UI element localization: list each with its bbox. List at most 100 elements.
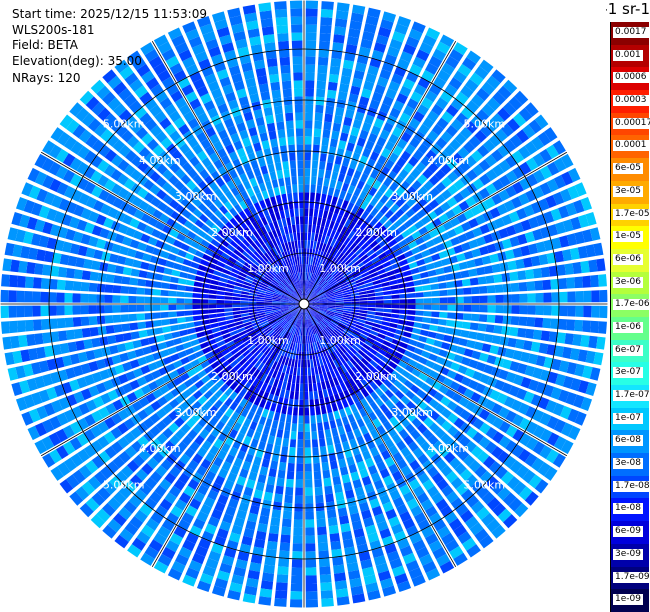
range-gate-cell: [218, 282, 227, 287]
colorbar-title: m-1 sr-1: [606, 0, 650, 18]
range-gate-cell: [572, 262, 581, 274]
range-gate-cell: [160, 297, 168, 303]
range-gate-cell: [9, 290, 17, 302]
range-gate-cell: [198, 337, 207, 344]
range-gate-cell: [298, 184, 303, 192]
range-gate-cell: [286, 382, 291, 390]
range-gate-cell: [217, 286, 225, 291]
range-gate-cell: [426, 263, 435, 270]
range-gate-cell: [320, 153, 327, 162]
range-gate-cell: [72, 305, 80, 314]
range-gate-cell: [115, 334, 124, 343]
range-gate-cell: [264, 302, 272, 304]
range-gate-cell: [129, 314, 138, 322]
range-gate-cell: [335, 18, 347, 27]
start-time-text: Start time: 2025/12/15 11:53:09: [12, 6, 207, 22]
range-gate-cell: [186, 280, 195, 286]
range-gate-cell: [295, 391, 299, 399]
range-gate-cell: [519, 294, 527, 303]
range-gate-cell: [260, 433, 268, 442]
range-gate-cell: [415, 292, 423, 297]
range-gate-cell: [306, 591, 318, 599]
range-gate-cell: [41, 319, 50, 330]
range-gate-cell: [316, 225, 320, 233]
range-gate-cell: [447, 312, 455, 319]
range-gate-cell: [81, 317, 90, 326]
range-gate-cell: [267, 58, 278, 67]
range-gate-cell: [314, 233, 318, 241]
range-gate-cell: [567, 306, 575, 317]
range-gate-cell: [295, 216, 299, 224]
range-gate-cell: [326, 162, 333, 171]
range-gate-cell: [433, 340, 442, 348]
range-gate-cell: [279, 462, 287, 471]
range-gate-cell: [260, 91, 270, 100]
range-gate-cell: [301, 352, 303, 360]
range-gate-cell: [248, 307, 256, 310]
range-gate-cell: [305, 543, 315, 551]
range-gate-cell: [265, 198, 272, 207]
range-gate-cell: [290, 9, 302, 17]
range-gate-cell: [307, 360, 310, 368]
range-gate-cell: [367, 289, 375, 293]
range-gate-cell: [311, 184, 316, 192]
range-gate-cell: [26, 262, 35, 274]
range-gate-cell: [272, 509, 282, 518]
range-gate-cell: [289, 233, 293, 241]
range-gate-cell: [40, 306, 48, 317]
range-gate-cell: [323, 210, 328, 219]
range-gate-cell: [407, 287, 415, 292]
range-gate-cell: [72, 293, 80, 302]
range-gate-cell: [399, 288, 407, 293]
range-gate-cell: [64, 305, 72, 315]
range-gate-cell: [137, 287, 145, 294]
range-gate-cell: [322, 413, 328, 422]
range-gate-cell: [305, 200, 309, 208]
range-gate-cell: [470, 278, 479, 286]
range-gate-cell: [309, 351, 312, 359]
range-gate-cell: [317, 519, 326, 528]
range-gate-cell: [400, 299, 408, 303]
range-gate-cell: [307, 240, 310, 248]
range-gate-cell: [406, 321, 415, 327]
range-gate-cell: [431, 291, 439, 297]
range-gate-cell: [190, 262, 199, 269]
range-gate-cell: [17, 320, 26, 332]
range-gate-cell: [282, 381, 287, 390]
colorbar-tick-label: 3e-07: [613, 367, 643, 378]
range-gate-cell: [440, 305, 448, 311]
range-gate-cell: [304, 360, 307, 368]
range-grid: [1, 1, 608, 608]
colorbar-tick-label: 3e-09: [613, 549, 643, 560]
range-gate-cell: [281, 406, 287, 415]
range-gate-cell: [533, 330, 542, 340]
range-gate-cell: [260, 466, 269, 475]
colorbar-level: 0.0006: [610, 67, 649, 90]
range-gate-cell: [443, 266, 452, 274]
range-gate-cell: [297, 440, 303, 448]
range-gate-cell: [486, 324, 495, 333]
range-gate-cell: [292, 225, 296, 233]
range-gate-cell: [309, 248, 312, 256]
range-gate-cell: [290, 439, 296, 447]
colorbar-level: 1e-08: [610, 498, 649, 521]
range-gate-cell: [398, 320, 407, 325]
range-gate-cell: [336, 588, 349, 597]
range-gate-cell: [466, 260, 475, 269]
range-gate-cell: [190, 339, 199, 346]
range-gate-cell: [285, 487, 293, 496]
range-gate-cell: [331, 468, 339, 477]
range-gate-cell: [258, 596, 271, 605]
range-gate-cell: [294, 399, 299, 407]
range-gate-cell: [304, 376, 307, 384]
range-gate-cell: [168, 311, 176, 317]
range-gate-cell: [294, 200, 299, 208]
range-gate-cell: [125, 342, 134, 351]
range-gate-cell: [327, 509, 337, 518]
range-gate-cell: [240, 301, 248, 304]
range-gate-cell: [333, 435, 340, 444]
range-gate-cell: [193, 287, 201, 292]
range-gate-cell: [276, 582, 288, 591]
range-gate-cell: [336, 300, 344, 302]
range-gate-cell: [10, 260, 19, 273]
